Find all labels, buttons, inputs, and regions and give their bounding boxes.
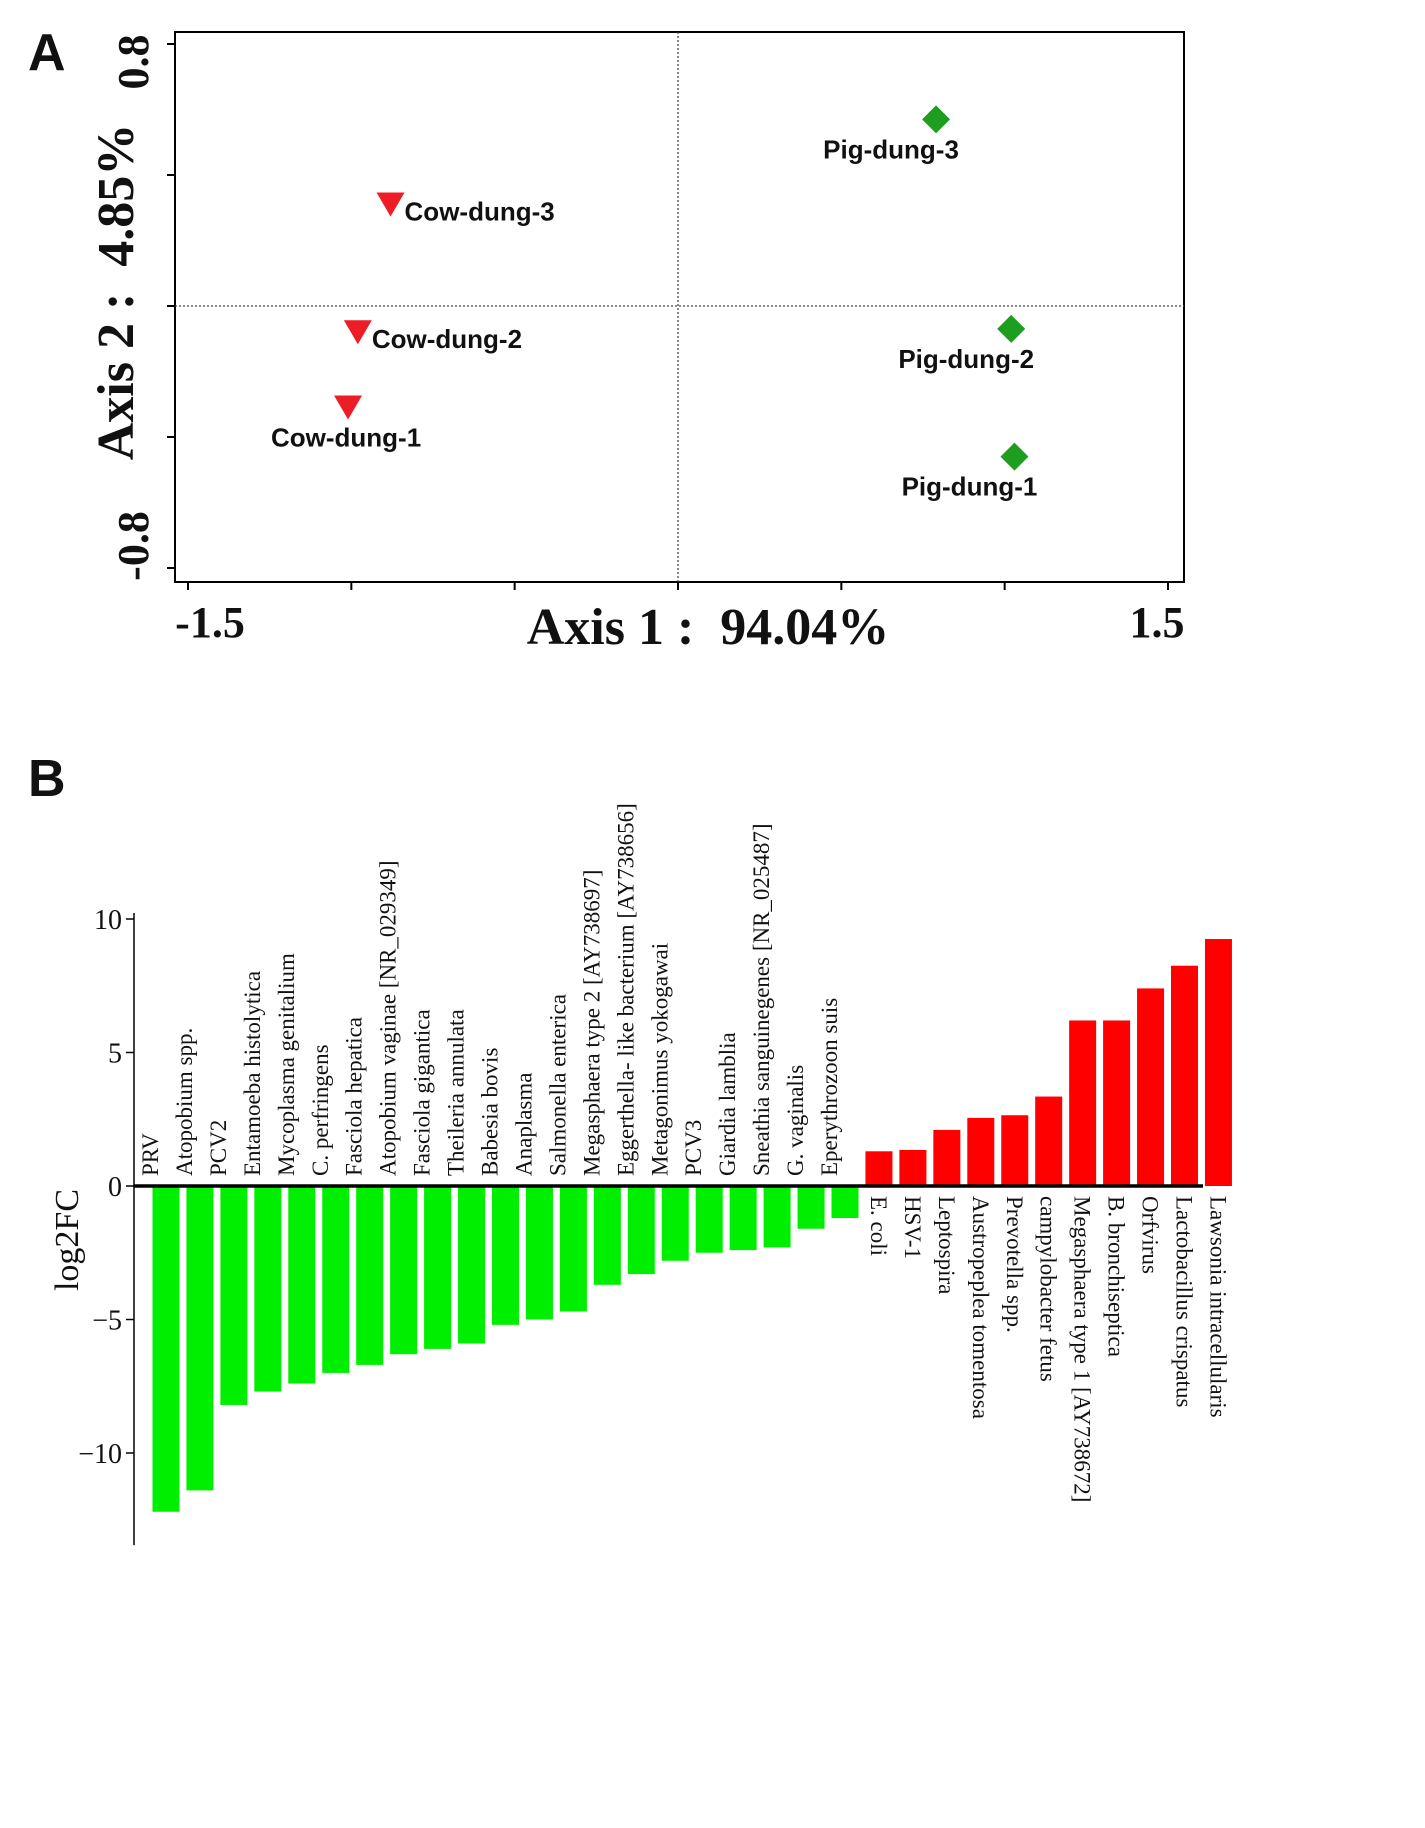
bar-category-label: Prevotella spp.: [1002, 1196, 1027, 1333]
bar-category-label: C. perfringens: [308, 1044, 333, 1176]
bar-theileria-annulata: [458, 1186, 486, 1344]
bar-atopobium-vaginae-nr-029349: [390, 1186, 418, 1355]
bar-category-label: Lactobacillus crispatus: [1172, 1196, 1197, 1407]
pcoa-point-cow-dung-1: [334, 395, 363, 420]
bar-lawsonia-intracellularis: [1204, 939, 1232, 1186]
bar-fasciola-hepatica: [356, 1186, 384, 1365]
bar-category-label: Atopobium vaginae [NR_029349]: [376, 860, 401, 1176]
bar-fasciola-gigantica: [424, 1186, 452, 1349]
pcoa-point-cow-dung-2: [343, 320, 372, 345]
bar-megasphaera-type-1-ay738672: [1069, 1020, 1097, 1186]
bar-prv: [152, 1186, 180, 1512]
pcoa-point-label: Cow-dung-3: [405, 196, 555, 226]
pcoa-point-label: Cow-dung-1: [271, 423, 421, 453]
pcoa-point-label: Pig-dung-2: [898, 344, 1034, 374]
pcoa-point-label: Pig-dung-1: [902, 472, 1038, 502]
bar-campylobacter-fetus: [1035, 1096, 1063, 1186]
pcoa-x-tick-min: -1.5: [175, 598, 245, 647]
bar-pcv2: [220, 1186, 248, 1405]
bar-salmonella-enterica: [559, 1186, 587, 1312]
bar-eperythrozoon-suis: [831, 1186, 859, 1219]
bar-category-label: Salmonella enterica: [545, 994, 570, 1176]
bars: [152, 939, 1232, 1512]
bar-anaplasma: [525, 1186, 553, 1320]
bar-category-label: B. bronchiseptica: [1104, 1196, 1129, 1357]
log2fc-bar-chart: 10 5 0 −5 −10 PRV Atopobium spp. PCV2 Entamoeba…: [49, 803, 1232, 1546]
panel-a-letter: A: [28, 24, 66, 82]
bar-labels: PRV Atopobium spp. PCV2 Entamoeba histolyti…: [138, 803, 1230, 1502]
bar-category-label: Mycoplasma genitalium: [274, 953, 299, 1176]
bar-category-label: Fasciola hepatica: [342, 1017, 367, 1176]
pcoa-point-label: Pig-dung-3: [823, 134, 959, 164]
bar-category-label: Orfvirus: [1138, 1196, 1163, 1274]
bar-category-label: Austropeplea tomentosa: [968, 1196, 993, 1419]
bar-pcv3: [695, 1186, 723, 1253]
bar-category-label: Atopobium spp.: [172, 1028, 197, 1176]
bar-prevotella-spp: [1001, 1115, 1029, 1186]
bar-b-bronchiseptica: [1103, 1020, 1131, 1186]
bar-austropeplea-tomentosa: [967, 1117, 995, 1186]
bar-y-tick-label: 5: [108, 1039, 122, 1070]
bar-category-label: Fasciola gigantica: [410, 1009, 435, 1176]
bar-category-label: Theileria annulata: [444, 1009, 469, 1176]
pcoa-point-label: Cow-dung-2: [372, 324, 522, 354]
bar-megasphaera-type-2-ay738697: [593, 1186, 621, 1285]
bar-mycoplasma-genitalium: [288, 1186, 316, 1384]
panel-b-letter: B: [28, 750, 66, 808]
pcoa-point-pig-dung-1: [1000, 442, 1029, 471]
bar-category-label: Megasphaera type 2 [AY738697]: [579, 870, 604, 1176]
bar-metagonimus-yokogawai: [661, 1186, 689, 1261]
bar-category-label: Eperythrozoon suis: [817, 998, 842, 1176]
pcoa-x-axis-title: Axis 1 : 94.04%: [527, 599, 890, 656]
bar-y-tick-label: 10: [94, 905, 122, 936]
pcoa-chart: Cow-dung-1 Cow-dung-2 Cow-dung-3 Pig-dung-1…: [88, 31, 1185, 656]
pcoa-x-tick-max: 1.5: [1130, 598, 1185, 647]
pcoa-point-pig-dung-3: [922, 105, 951, 134]
bar-atopobium-spp: [186, 1186, 214, 1491]
bar-y-ticks: 10 5 0 −5 −10: [78, 905, 134, 1470]
bar-category-label: Leptospira: [934, 1196, 959, 1294]
bar-category-label: HSV-1: [900, 1196, 925, 1259]
bar-category-label: E. coli: [866, 1196, 891, 1256]
bar-orfvirus: [1137, 988, 1165, 1186]
bar-y-tick-label: 0: [108, 1172, 122, 1203]
bar-category-label: PRV: [138, 1133, 163, 1176]
bar-category-label: Megasphaera type 1 [AY738672]: [1070, 1196, 1095, 1502]
pcoa-point-cow-dung-3: [376, 192, 405, 217]
bar-y-tick-label: −5: [92, 1306, 122, 1337]
bar-y-axis-title: log2FC: [49, 1189, 86, 1291]
bar-category-label: Babesia bovis: [478, 1048, 503, 1176]
bar-entamoeba-histolytica: [254, 1186, 282, 1392]
bar-category-label: Anaplasma: [511, 1073, 536, 1176]
pcoa-points: Cow-dung-1 Cow-dung-2 Cow-dung-3 Pig-dung-1…: [271, 105, 1038, 502]
bar-category-label: Metagonimus yokogawai: [647, 943, 672, 1176]
bar-category-label: G. vaginalis: [783, 1065, 808, 1176]
bar-category-label: campylobacter fetus: [1036, 1196, 1061, 1382]
bar-eggerthella-like-bacterium-ay738656: [627, 1186, 655, 1275]
bar-y-tick-label: −10: [78, 1439, 122, 1470]
bar-e-coli: [865, 1151, 893, 1186]
bar-c-perfringens: [322, 1186, 350, 1373]
pcoa-ticks: [167, 43, 1169, 590]
bar-category-label: Eggerthella- like bacterium [AY738656]: [613, 803, 638, 1176]
bar-category-label: Entamoeba histolytica: [240, 971, 265, 1176]
bar-category-label: PCV2: [206, 1120, 231, 1176]
bar-category-label: Sneathia sanguinegenes [NR_025487]: [749, 823, 774, 1176]
bar-sneathia-sanguinegenes-nr-025487: [763, 1186, 791, 1248]
bar-category-label: Lawsonia intracellularis: [1205, 1196, 1230, 1418]
bar-giardia-lamblia: [729, 1186, 757, 1251]
pcoa-y-tick-max: 0.8: [109, 35, 158, 90]
bar-babesia-bovis: [492, 1186, 519, 1325]
bar-category-label: Giardia lamblia: [715, 1032, 740, 1176]
bar-hsv-1: [899, 1149, 927, 1186]
pcoa-y-axis-title: Axis 2 : 4.85%: [88, 124, 145, 461]
bar-category-label: PCV3: [681, 1120, 706, 1176]
bar-g-vaginalis: [797, 1186, 825, 1229]
bar-lactobacillus-crispatus: [1171, 965, 1198, 1186]
bar-leptospira: [933, 1129, 961, 1186]
pcoa-y-tick-min: -0.8: [109, 511, 158, 581]
pcoa-point-pig-dung-2: [997, 314, 1026, 343]
